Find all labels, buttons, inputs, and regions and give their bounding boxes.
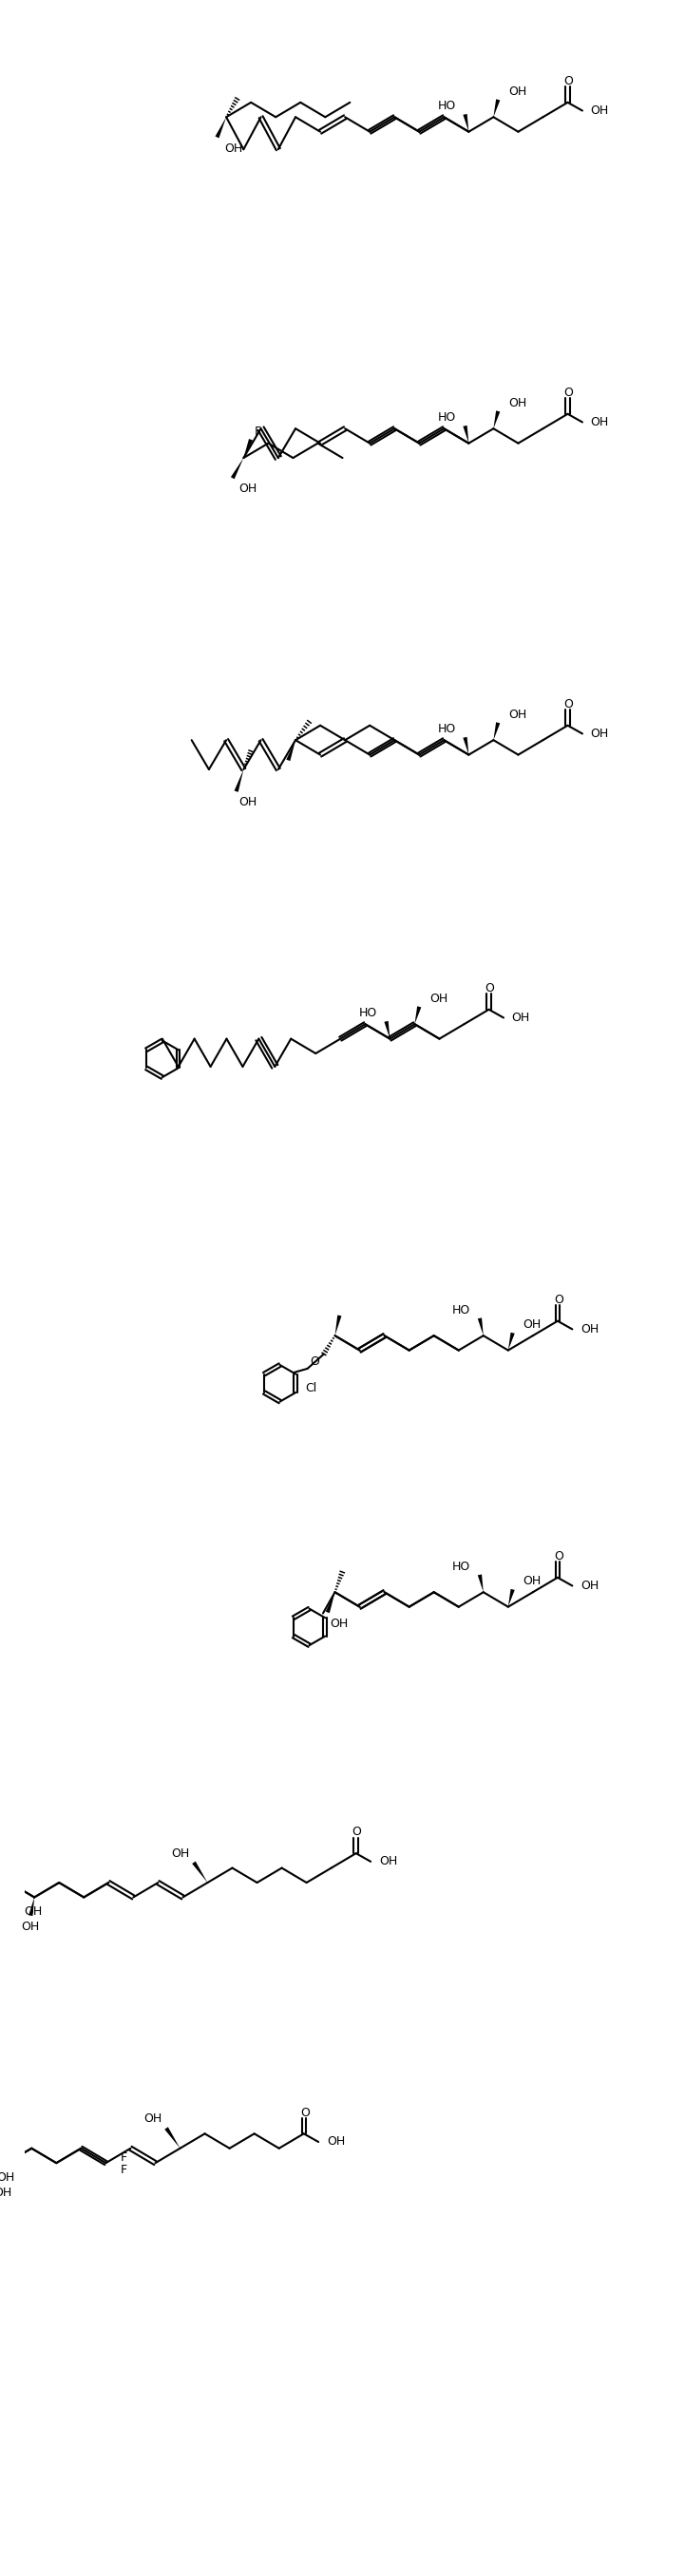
- Polygon shape: [10, 1883, 19, 1901]
- Text: O: O: [564, 75, 573, 88]
- Text: OH: OH: [330, 1618, 349, 1631]
- Text: OH: OH: [239, 482, 258, 495]
- Text: OH: OH: [327, 2136, 345, 2148]
- Polygon shape: [508, 1589, 514, 1607]
- Text: OH: OH: [508, 85, 526, 98]
- Text: OH: OH: [590, 415, 609, 428]
- Polygon shape: [29, 1899, 34, 1917]
- Polygon shape: [493, 98, 500, 116]
- Polygon shape: [244, 438, 253, 459]
- Polygon shape: [384, 1020, 390, 1038]
- Polygon shape: [414, 1007, 421, 1025]
- Text: OH: OH: [171, 1847, 189, 1860]
- Polygon shape: [234, 770, 244, 791]
- Text: OH: OH: [508, 708, 526, 721]
- Text: O: O: [300, 2107, 310, 2120]
- Text: OH: OH: [0, 2172, 15, 2184]
- Polygon shape: [477, 1319, 484, 1334]
- Text: OH: OH: [508, 397, 526, 410]
- Text: Cl: Cl: [306, 1381, 317, 1394]
- Text: OH: OH: [590, 106, 609, 116]
- Text: OH: OH: [0, 2187, 12, 2197]
- Polygon shape: [215, 116, 226, 139]
- Text: OH: OH: [239, 796, 258, 809]
- Text: OH: OH: [580, 1579, 599, 1592]
- Text: OH: OH: [21, 1922, 40, 1932]
- Text: O: O: [564, 386, 573, 399]
- Text: O: O: [352, 1826, 362, 1839]
- Text: HO: HO: [438, 412, 456, 425]
- Text: F: F: [121, 2164, 127, 2177]
- Text: OH: OH: [580, 1324, 599, 1334]
- Polygon shape: [164, 2128, 180, 2148]
- Text: O: O: [554, 1293, 563, 1306]
- Text: OH: OH: [225, 142, 242, 155]
- Text: OH: OH: [512, 1012, 530, 1023]
- Polygon shape: [335, 1314, 342, 1334]
- Text: O: O: [485, 981, 495, 994]
- Text: OH: OH: [143, 2112, 162, 2125]
- Polygon shape: [1, 2164, 7, 2182]
- Text: HO: HO: [452, 1561, 471, 1574]
- Polygon shape: [463, 425, 469, 443]
- Polygon shape: [477, 1574, 484, 1592]
- Text: O: O: [564, 698, 573, 711]
- Text: HO: HO: [438, 100, 456, 113]
- Polygon shape: [463, 113, 469, 131]
- Text: OH: OH: [523, 1319, 541, 1332]
- Polygon shape: [325, 1592, 335, 1613]
- Text: HO: HO: [359, 1007, 377, 1020]
- Polygon shape: [463, 737, 469, 755]
- Text: HO: HO: [452, 1303, 471, 1316]
- Text: F: F: [121, 2151, 127, 2164]
- Polygon shape: [508, 1332, 514, 1350]
- Polygon shape: [493, 410, 500, 428]
- Text: O: O: [310, 1355, 319, 1368]
- Polygon shape: [286, 739, 295, 760]
- Text: HO: HO: [438, 724, 456, 734]
- Text: OH: OH: [523, 1574, 541, 1587]
- Polygon shape: [192, 1862, 208, 1883]
- Text: OH: OH: [24, 1906, 42, 1919]
- Text: OH: OH: [429, 992, 447, 1005]
- Text: OH: OH: [379, 1855, 397, 1868]
- Text: O: O: [554, 1551, 563, 1564]
- Polygon shape: [231, 459, 244, 479]
- Text: OH: OH: [590, 726, 609, 739]
- Polygon shape: [493, 721, 500, 739]
- Text: F: F: [255, 425, 261, 438]
